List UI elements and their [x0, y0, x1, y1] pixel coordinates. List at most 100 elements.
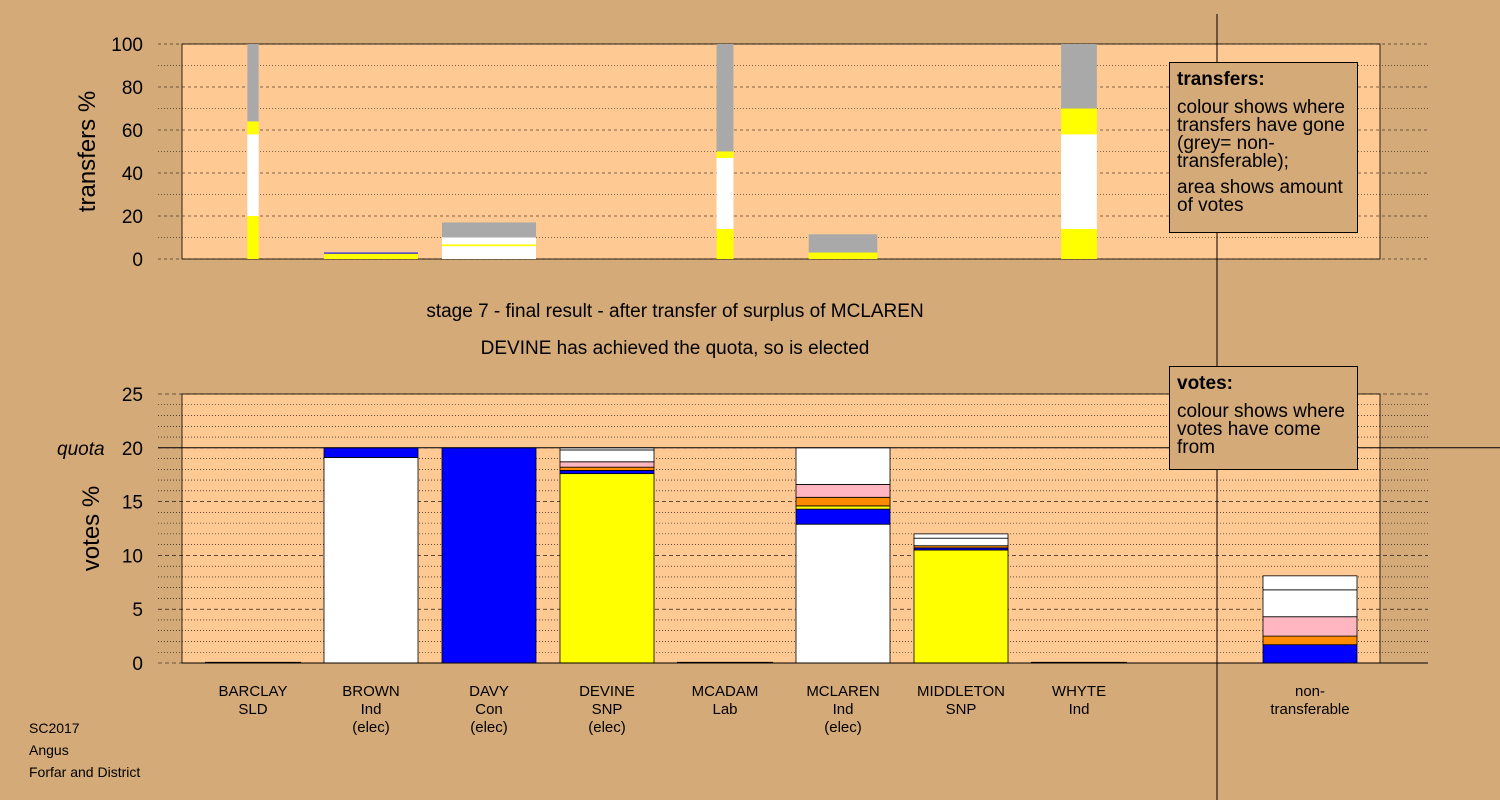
candidate-label-line: DAVY: [469, 683, 509, 700]
transfers-legend-line1: colour shows where transfers have gone (…: [1177, 97, 1345, 172]
votes-tick-label: 20: [122, 439, 143, 460]
candidate-label-line: (elec): [588, 719, 626, 736]
transfer-bar: [716, 44, 734, 259]
transfer-segment: [442, 222, 536, 238]
candidate-label-line: DEVINE: [579, 683, 635, 700]
vote-bar: [323, 447, 419, 664]
vote-segment: [795, 447, 891, 485]
vote-segment: [913, 549, 1009, 664]
vote-segment: [795, 496, 891, 507]
footer-council: Angus: [29, 742, 69, 758]
transfers-legend-line2: area shows amount of votes: [1177, 177, 1343, 216]
candidate-label-line: WHYTE: [1051, 683, 1107, 700]
vote-bar: [795, 447, 891, 664]
candidate-label-line: (elec): [470, 719, 508, 736]
vote-segment: [795, 523, 891, 664]
transfer-segment: [716, 157, 734, 229]
transfer-bar: [1061, 44, 1097, 259]
candidate-label-line: MCLAREN: [806, 683, 880, 700]
transfers-legend-title: transfers:: [1177, 69, 1265, 90]
votes-tick-label: 5: [132, 600, 143, 621]
candidate-label-line: SNP: [591, 701, 623, 718]
transfer-segment: [247, 134, 259, 216]
vote-bar: [1262, 575, 1358, 664]
candidate-label-line: Lab: [712, 701, 738, 718]
vote-segment: [323, 447, 419, 458]
candidate-label: MIDDLETON SNP: [906, 683, 1016, 719]
vote-segment: [1262, 635, 1358, 646]
transfer-segment: [1061, 108, 1097, 135]
candidate-label-line: Con: [475, 701, 503, 718]
transfer-segment: [808, 252, 878, 259]
candidate-label-line: transferable: [1270, 701, 1350, 718]
candidate-label: BROWN Ind (elec): [316, 683, 426, 737]
transfer-segment: [1061, 228, 1097, 259]
vote-segment: [795, 505, 891, 510]
vote-segment: [795, 508, 891, 525]
transfers-tick-label: 0: [132, 250, 143, 271]
votes-legend-line1: colour shows where votes have come from: [1177, 401, 1345, 458]
vote-segment: [441, 447, 537, 664]
transfer-segment: [716, 151, 734, 158]
candidate-label-line: non-: [1294, 683, 1326, 700]
transfers-legend: transfers: colour shows where transfers …: [1169, 62, 1358, 233]
transfer-segment: [716, 44, 734, 152]
transfer-segment: [1061, 134, 1097, 229]
votes-legend-title: votes:: [1177, 373, 1233, 394]
candidate-label: DAVY Con (elec): [434, 683, 544, 737]
candidate-label-line: SLD: [238, 701, 268, 718]
transfer-segment: [247, 44, 259, 122]
candidate-label-line: Ind: [360, 701, 382, 718]
footer-election: SC2017: [29, 720, 80, 736]
footer-ward: Forfar and District: [29, 764, 141, 780]
transfer-segment: [442, 244, 536, 247]
vote-segment: [913, 537, 1009, 547]
vote-bar: [441, 447, 537, 664]
vote-bar: [913, 533, 1009, 664]
candidate-label-line: (elec): [352, 719, 390, 736]
candidate-label-line: Ind: [1068, 701, 1090, 718]
vote-segment: [559, 469, 655, 475]
vote-segment: [559, 449, 655, 463]
candidate-label: BARCLAY SLD: [198, 683, 308, 719]
candidate-label: WHYTE Ind: [1024, 683, 1134, 719]
quota-label: quota: [57, 439, 105, 460]
votes-axis-label: votes %: [78, 486, 105, 571]
votes-tick-label: 25: [122, 385, 143, 406]
transfer-segment: [442, 246, 536, 259]
candidate-label: MCADAM Lab: [670, 683, 780, 719]
vote-segment: [795, 483, 891, 498]
vote-segment: [1262, 589, 1358, 618]
candidate-label-line: (elec): [824, 719, 862, 736]
vote-segment: [323, 457, 419, 664]
transfer-bar: [808, 234, 878, 259]
transfers-tick-label: 100: [111, 35, 143, 56]
vote-segment: [1262, 644, 1358, 664]
vote-bar: [559, 447, 655, 664]
candidate-label-line: MIDDLETON: [916, 683, 1006, 700]
nontransferable-label: non-transferable: [1255, 683, 1365, 719]
candidate-label-line: BROWN: [342, 683, 400, 700]
vote-segment: [1262, 575, 1358, 591]
candidate-label-line: Ind: [832, 701, 854, 718]
vote-segment: [1262, 616, 1358, 637]
votes-tick-label: 10: [122, 546, 143, 567]
transfer-segment: [808, 234, 878, 253]
votes-tick-label: 0: [132, 654, 143, 675]
transfer-segment: [324, 253, 418, 259]
transfer-bar: [247, 44, 259, 259]
status-caption: DEVINE has achieved the quota, so is ele…: [480, 338, 870, 359]
vote-segment: [913, 533, 1009, 539]
transfer-segment: [716, 228, 734, 259]
candidate-label: DEVINE SNP (elec): [552, 683, 662, 737]
vote-segment: [559, 466, 655, 471]
transfer-segment: [442, 237, 536, 245]
vote-segment: [559, 461, 655, 468]
transfer-segment: [324, 252, 418, 254]
votes-tick-label: 15: [122, 493, 143, 514]
transfers-axis-label: transfers %: [74, 91, 101, 212]
transfer-bar: [324, 252, 418, 259]
transfers-tick-label: 40: [122, 164, 143, 185]
candidate-label-line: SNP: [945, 701, 977, 718]
candidate-label-line: MCADAM: [691, 683, 759, 700]
